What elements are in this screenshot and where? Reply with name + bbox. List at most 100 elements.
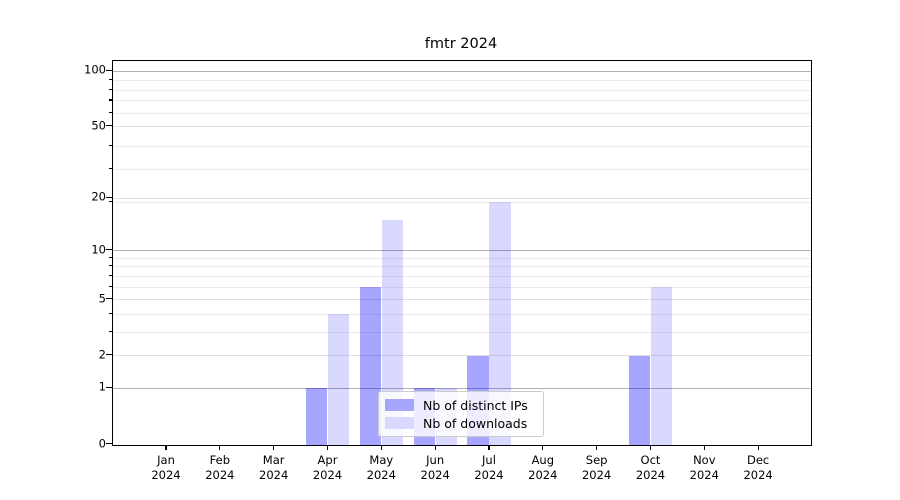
x-tick-label: Jun 2024	[403, 453, 467, 483]
bar-downloads	[381, 220, 404, 445]
major-gridline	[113, 299, 811, 301]
x-tick-month: Mar	[262, 452, 285, 467]
x-tick-mark	[542, 444, 544, 451]
y-tick-mark	[105, 298, 112, 300]
minor-gridline	[113, 275, 811, 277]
x-tick-year: 2024	[689, 467, 719, 482]
major-gridline	[113, 250, 811, 252]
legend-item-downloads: Nb of downloads	[385, 416, 537, 431]
y-tick-label: 100	[84, 62, 106, 77]
x-tick-mark	[380, 444, 382, 451]
x-tick-month: May	[369, 452, 394, 467]
y-minor-tick-mark	[108, 144, 112, 146]
minor-gridline	[113, 266, 811, 268]
y-minor-tick-mark	[108, 330, 112, 332]
x-tick-label: Nov 2024	[672, 453, 736, 483]
minor-gridline	[113, 286, 811, 288]
major-gridline	[113, 70, 811, 72]
legend-swatch-distinct-ips	[385, 399, 414, 411]
x-tick-year: 2024	[528, 467, 558, 482]
y-tick-label: 5	[98, 290, 106, 305]
minor-gridline	[113, 100, 811, 102]
y-tick-label: 10	[91, 241, 106, 256]
minor-gridline	[113, 257, 811, 259]
y-minor-tick-mark	[108, 265, 112, 267]
minor-gridline	[113, 331, 811, 333]
x-tick-year: 2024	[581, 467, 612, 482]
minor-gridline	[113, 145, 811, 147]
legend-swatch-downloads	[385, 417, 414, 429]
x-tick-mark	[649, 444, 652, 451]
y-minor-tick-mark	[108, 312, 112, 314]
x-tick-year: 2024	[420, 467, 450, 482]
y-tick-mark	[105, 69, 112, 71]
x-tick-month: Oct	[640, 452, 661, 467]
x-tick-month: Sep	[585, 452, 608, 467]
x-tick-mark	[434, 444, 436, 451]
y-tick-mark	[105, 196, 112, 198]
minor-gridline	[113, 89, 811, 91]
x-tick-year: 2024	[312, 467, 343, 482]
y-tick-mark	[105, 386, 112, 389]
minor-gridline	[113, 112, 811, 114]
y-tick-mark	[105, 354, 112, 356]
x-tick-month: Apr	[317, 452, 338, 467]
x-tick-mark	[326, 444, 329, 451]
x-tick-label: Feb 2024	[188, 453, 252, 483]
y-minor-tick-mark	[108, 111, 112, 113]
y-minor-tick-mark	[108, 285, 112, 287]
x-tick-label: Mar 2024	[242, 453, 306, 483]
y-tick-mark	[105, 442, 112, 445]
x-tick-mark	[165, 444, 167, 451]
bar-downloads	[327, 314, 350, 445]
x-tick-mark	[703, 444, 705, 451]
x-tick-year: 2024	[743, 467, 773, 482]
x-tick-year: 2024	[151, 467, 181, 482]
major-gridline	[113, 126, 811, 128]
major-gridline	[113, 197, 811, 199]
bar-downloads	[650, 287, 673, 445]
x-tick-year: 2024	[205, 467, 235, 482]
x-tick-mark	[596, 444, 598, 451]
y-minor-tick-mark	[108, 167, 112, 170]
x-tick-year: 2024	[366, 467, 396, 482]
major-gridline	[113, 355, 811, 357]
minor-gridline	[113, 80, 811, 82]
minor-gridline	[113, 201, 811, 203]
x-tick-year: 2024	[635, 467, 666, 482]
x-tick-month: Jul	[482, 452, 496, 467]
plot-area	[112, 59, 812, 446]
x-tick-month: Aug	[531, 452, 555, 467]
minor-gridline	[113, 313, 811, 315]
legend-label-distinct-ips: Nb of distinct IPs	[423, 397, 528, 413]
y-tick-mark	[105, 248, 112, 251]
x-tick-mark	[488, 444, 490, 451]
grid-layer	[113, 61, 811, 445]
x-tick-mark	[273, 444, 275, 451]
x-tick-label: Aug 2024	[511, 453, 575, 483]
x-tick-month: Dec	[746, 452, 770, 467]
bar-downloads	[489, 202, 511, 445]
x-tick-label: Jul 2024	[457, 453, 521, 483]
legend-label-downloads: Nb of downloads	[423, 415, 528, 431]
x-tick-label: Dec 2024	[726, 453, 790, 483]
x-tick-year: 2024	[474, 467, 504, 482]
x-tick-mark	[219, 444, 221, 451]
y-minor-tick-mark	[108, 200, 112, 202]
x-tick-mark	[757, 444, 759, 451]
legend-item-distinct-ips: Nb of distinct IPs	[385, 398, 537, 413]
y-minor-tick-mark	[108, 256, 112, 258]
x-tick-month: Nov	[693, 452, 716, 467]
major-gridline	[113, 387, 811, 389]
legend: Nb of distinct IPs Nb of downloads	[378, 391, 544, 437]
y-tick-label: 1	[98, 379, 106, 394]
y-tick-label: 20	[91, 189, 106, 204]
x-tick-month: Feb	[209, 452, 231, 467]
x-tick-label: Sep 2024	[565, 453, 629, 483]
x-tick-month: Jan	[157, 452, 175, 467]
y-tick-mark	[105, 124, 112, 127]
minor-gridline	[113, 168, 811, 170]
y-tick-label: 50	[91, 117, 106, 132]
bar-distinct-ips	[628, 355, 651, 445]
